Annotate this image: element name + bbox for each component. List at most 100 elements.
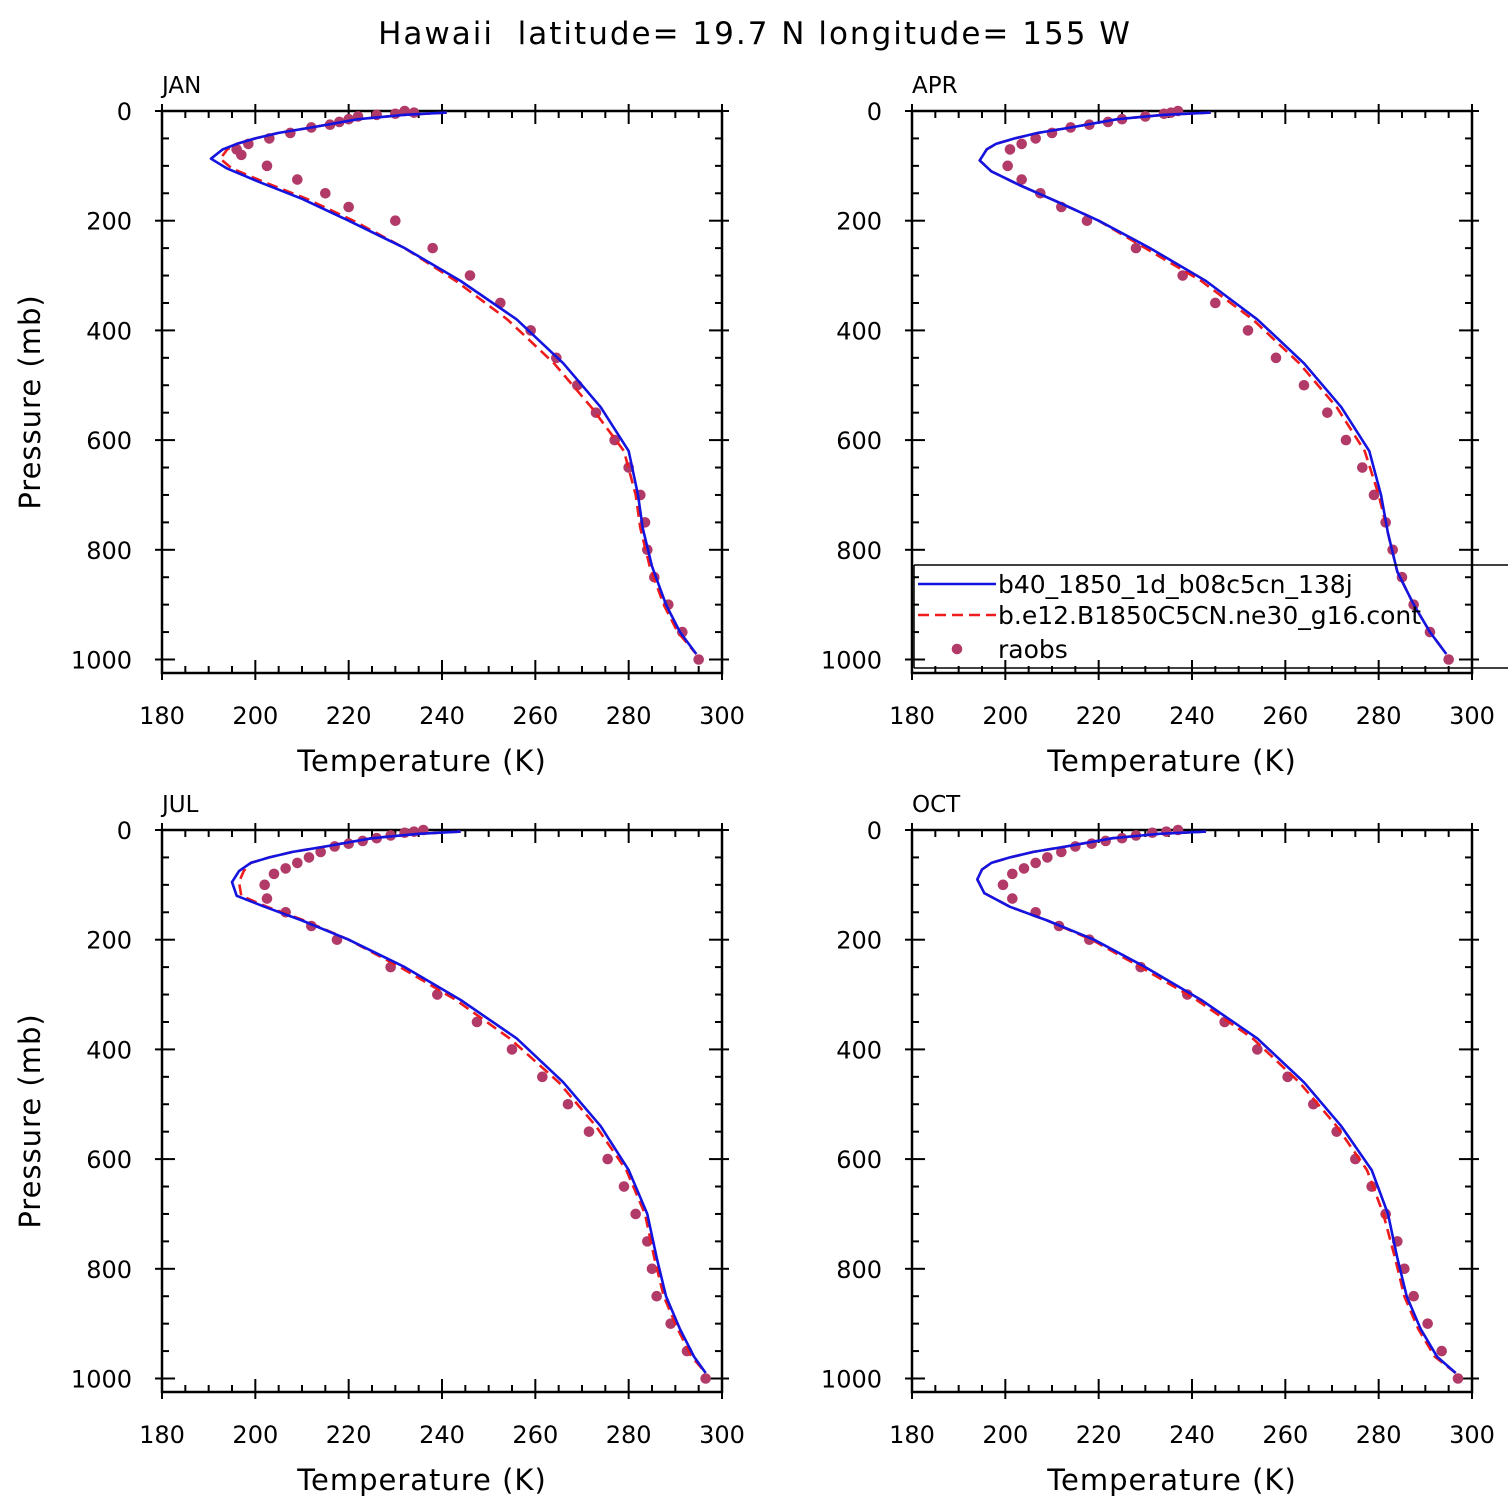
series-line-model2 bbox=[237, 830, 707, 1374]
figure-title: Hawaii latitude= 19.7 N longitude= 155 W bbox=[378, 16, 1132, 52]
y-axis-title: Pressure (mb) bbox=[13, 1013, 47, 1228]
x-tick-label: 300 bbox=[1449, 1421, 1495, 1449]
obs-point bbox=[506, 1044, 518, 1055]
x-tick-label: 280 bbox=[606, 702, 652, 730]
x-tick-label: 280 bbox=[606, 1421, 652, 1449]
y-tick-label: 800 bbox=[86, 537, 132, 565]
obs-point bbox=[1018, 863, 1030, 874]
obs-point bbox=[1322, 407, 1333, 418]
series-line-model2 bbox=[975, 830, 1457, 1375]
y-tick-label: 400 bbox=[836, 1036, 882, 1064]
y-tick-label: 1000 bbox=[821, 647, 882, 675]
y-axis: 0 200 400 600 800 1000 bbox=[71, 98, 729, 675]
legend-item: b.e12.B1850C5CN.ne30_g16.cont bbox=[918, 601, 1421, 630]
plot-frame bbox=[160, 109, 724, 675]
x-tick-label: 200 bbox=[982, 1421, 1028, 1449]
y-tick-label: 400 bbox=[86, 1036, 132, 1064]
y-tick-label: 0 bbox=[117, 98, 132, 126]
obs-point bbox=[236, 149, 247, 161]
y-tick-label: 1000 bbox=[71, 1366, 132, 1394]
obs-point bbox=[1081, 215, 1093, 226]
plot-frame bbox=[910, 828, 1474, 1394]
x-tick-label: 240 bbox=[419, 1421, 465, 1449]
panel-label: JUL bbox=[160, 792, 199, 818]
obs-point bbox=[1161, 826, 1172, 837]
x-tick-label: 260 bbox=[1262, 1421, 1308, 1449]
obs-point bbox=[390, 215, 401, 226]
y-tick-label: 800 bbox=[836, 1256, 882, 1284]
y-axis-title: Pressure (mb) bbox=[13, 294, 47, 509]
obs-point bbox=[1298, 379, 1310, 391]
series-line-model1 bbox=[975, 830, 1457, 1374]
obs-point bbox=[537, 1071, 548, 1083]
x-tick-label: 220 bbox=[326, 702, 372, 730]
obs-point bbox=[1443, 654, 1454, 665]
obs-point bbox=[583, 1126, 595, 1137]
series-raobs bbox=[231, 105, 704, 665]
x-tick-label: 260 bbox=[512, 702, 558, 730]
obs-point bbox=[320, 187, 331, 199]
y-tick-label: 1000 bbox=[821, 1366, 882, 1394]
y-tick-label: 200 bbox=[836, 208, 882, 236]
obs-point bbox=[602, 1153, 613, 1165]
x-axis-title: Temperature (K) bbox=[296, 744, 547, 778]
obs-point bbox=[268, 868, 280, 880]
x-axis-title: Temperature (K) bbox=[1046, 744, 1297, 778]
x-tick-label: 220 bbox=[1076, 702, 1122, 730]
obs-point bbox=[1007, 893, 1018, 904]
obs-point bbox=[1147, 827, 1158, 839]
x-tick-label: 280 bbox=[1356, 702, 1402, 730]
y-tick-label: 400 bbox=[86, 317, 132, 345]
y-tick-label: 200 bbox=[86, 927, 132, 955]
series-raobs bbox=[259, 824, 711, 1384]
series-line-model2 bbox=[219, 111, 698, 655]
series-line-model1 bbox=[978, 111, 1448, 655]
x-tick-label: 180 bbox=[139, 702, 185, 730]
y-tick-label: 0 bbox=[117, 817, 132, 845]
y-tick-label: 600 bbox=[836, 427, 882, 455]
plot-frame bbox=[160, 828, 724, 1394]
obs-point bbox=[1004, 144, 1016, 155]
obs-point bbox=[1270, 352, 1282, 364]
panel-apr: APR 180 200 220 240 260 280 300 0 200 400 600 800 100… bbox=[821, 73, 1495, 778]
legend-item: raobs bbox=[951, 635, 1068, 664]
obs-point bbox=[427, 242, 438, 254]
obs-point bbox=[1340, 434, 1352, 446]
legend-label: b40_1850_1d_b08c5cn_138j bbox=[998, 570, 1353, 599]
obs-point bbox=[292, 174, 303, 185]
obs-point bbox=[390, 108, 401, 120]
y-tick-label: 600 bbox=[86, 427, 132, 455]
obs-point bbox=[630, 1208, 641, 1220]
legend: b40_1850_1d_b08c5cn_138jb.e12.B1850C5CN.… bbox=[913, 564, 1508, 669]
panel-label: OCT bbox=[912, 792, 961, 818]
legend-item: b40_1850_1d_b08c5cn_138j bbox=[918, 570, 1353, 599]
obs-point bbox=[525, 325, 536, 336]
y-tick-label: 0 bbox=[867, 817, 882, 845]
obs-point bbox=[1042, 852, 1053, 863]
x-tick-label: 240 bbox=[1169, 1421, 1215, 1449]
plot-area bbox=[978, 105, 1454, 665]
obs-point bbox=[1016, 138, 1027, 150]
panel-jul: JUL 180 200 220 240 260 280 300 0 200 400 600 800 100… bbox=[13, 792, 745, 1497]
obs-point bbox=[1030, 133, 1041, 144]
obs-point bbox=[303, 852, 315, 863]
obs-point bbox=[651, 1290, 662, 1302]
obs-point bbox=[1210, 297, 1221, 309]
x-tick-label: 180 bbox=[139, 1421, 185, 1449]
obs-point bbox=[343, 201, 354, 213]
x-tick-label: 300 bbox=[699, 1421, 745, 1449]
obs-point bbox=[261, 893, 273, 904]
obs-point bbox=[1007, 868, 1018, 880]
y-tick-label: 400 bbox=[836, 317, 882, 345]
legend-label: b.e12.B1850C5CN.ne30_g16.cont bbox=[998, 601, 1421, 630]
obs-point bbox=[1002, 160, 1013, 172]
x-tick-label: 180 bbox=[889, 1421, 935, 1449]
obs-point bbox=[1422, 1318, 1433, 1329]
x-tick-label: 220 bbox=[1076, 1421, 1122, 1449]
x-tick-label: 260 bbox=[1262, 702, 1308, 730]
legend-label: raobs bbox=[998, 635, 1068, 664]
obs-point bbox=[464, 270, 476, 281]
x-tick-label: 220 bbox=[326, 1421, 372, 1449]
obs-point bbox=[292, 857, 303, 869]
